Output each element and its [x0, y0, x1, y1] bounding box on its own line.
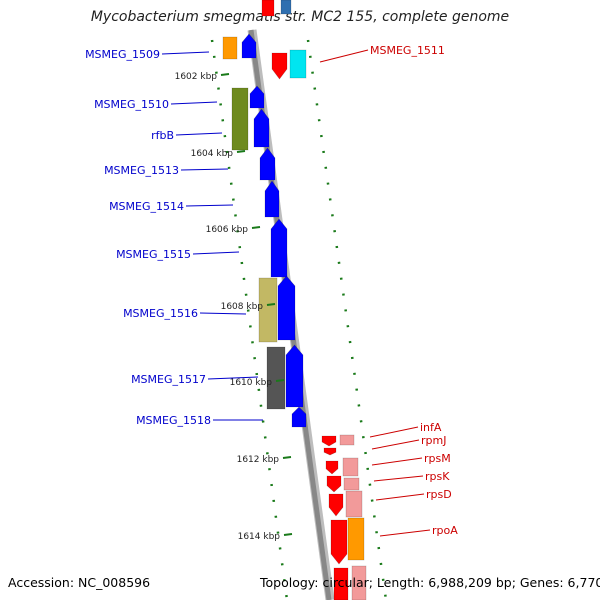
ruler-tick	[275, 379, 285, 382]
gene-label-right: MSMEG_1511	[370, 44, 445, 57]
gene-leader-line	[379, 529, 431, 537]
gene-label-right: rpmJ	[421, 434, 446, 447]
ruler-label: 1602 kbp	[175, 72, 218, 82]
gene-partial-bottom-red	[333, 567, 349, 600]
gene-leader-line	[180, 168, 229, 171]
gene-arrow-rpsd	[328, 493, 344, 517]
gene-block-rpoa-orange	[347, 517, 365, 561]
gene-leader-line	[319, 49, 369, 63]
gene-block-khaki	[258, 277, 278, 343]
gene-arrow-msmeg1518	[291, 406, 307, 428]
accession-text: Accession: NC_008596	[8, 575, 151, 590]
ruler-tick	[236, 150, 246, 153]
gene-leader-line	[175, 132, 223, 136]
gene-block-rpsm-pink	[342, 457, 359, 477]
gene-arrow-msmeg1514	[264, 180, 280, 218]
gene-partial-top-blue	[280, 0, 292, 15]
ruler-tick	[283, 533, 293, 536]
genome-title: Mycobacterium smegmatis str. MC2 155, co…	[90, 9, 510, 25]
gene-arrow-msmeg1516	[277, 275, 296, 341]
gene-arrow-rpsm	[325, 460, 339, 475]
gene-label-right: infA	[420, 421, 442, 434]
gene-label-right: rpoA	[432, 524, 458, 537]
ruler-tick	[251, 226, 261, 229]
gene-arrow-rfbB	[253, 108, 270, 148]
ruler-label: 1610 kbp	[230, 378, 273, 388]
gene-block-msmeg1509-orange	[222, 36, 238, 60]
gene-leader-line	[375, 493, 425, 501]
gene-arrow-msmeg1511	[271, 52, 288, 80]
gene-label-left: MSMEG_1514	[109, 200, 184, 213]
gene-partial-bottom-pink	[351, 565, 367, 600]
gene-label-right: rpsK	[425, 470, 450, 483]
gene-arrow-msmeg1515	[270, 218, 288, 278]
topology-text: Topology: circular; Length: 6,988,209 bp…	[260, 575, 600, 590]
gene-label-left: MSMEG_1518	[136, 414, 211, 427]
gene-block-infa-pink	[339, 434, 355, 446]
ruler-label: 1604 kbp	[191, 149, 234, 159]
gene-label-left: MSMEG_1510	[94, 98, 169, 111]
gene-arrow-infa	[321, 435, 337, 447]
gene-label-left: MSMEG_1509	[85, 48, 160, 61]
gene-leader-line	[170, 101, 218, 105]
gene-label-right: rpsM	[424, 452, 451, 465]
gene-label-left: MSMEG_1515	[116, 248, 191, 261]
gene-arrow-rpsk	[326, 475, 342, 493]
gene-label-right: rpsD	[426, 488, 452, 501]
gene-leader-line	[373, 475, 424, 482]
gene-arrow-msmeg1510	[249, 85, 265, 109]
ruler-tick	[220, 73, 230, 76]
gene-label-left: rfbB	[151, 129, 174, 142]
gene-label-left: MSMEG_1513	[104, 164, 179, 177]
gene-block-grey	[266, 346, 286, 410]
gene-arrow-rpmj	[323, 447, 337, 456]
gene-arrow-rpoa	[330, 519, 348, 565]
gene-arrow-msmeg1509	[241, 33, 257, 59]
ruler-tick	[282, 456, 292, 459]
gene-leader-line	[371, 457, 423, 466]
gene-block-rpsk-pink	[343, 477, 360, 491]
gene-block-olive	[231, 87, 249, 151]
gene-arrow-msmeg1513	[259, 147, 276, 181]
gene-leader-line	[192, 251, 240, 255]
ruler-tick	[266, 303, 276, 306]
ruler-label: 1614 kbp	[238, 532, 281, 542]
gene-leader-line	[369, 426, 419, 438]
gene-leader-line	[199, 312, 247, 315]
gene-leader-line	[371, 439, 420, 450]
gene-leader-line	[207, 376, 259, 380]
gene-leader-line	[185, 204, 234, 207]
ruler-label: 1606 kbp	[206, 225, 249, 235]
gene-block-rpsd-pink	[345, 490, 363, 518]
ruler-label: 1612 kbp	[237, 455, 280, 465]
gene-arrow-msmeg1517	[285, 344, 304, 408]
ruler-label: 1608 kbp	[221, 302, 264, 312]
gene-label-left: MSMEG_1516	[123, 307, 198, 320]
gene-block-msmeg1511-cyan	[289, 49, 307, 79]
gene-label-left: MSMEG_1517	[131, 373, 206, 386]
gene-leader-line	[161, 51, 210, 55]
gene-partial-top-red	[261, 0, 275, 17]
